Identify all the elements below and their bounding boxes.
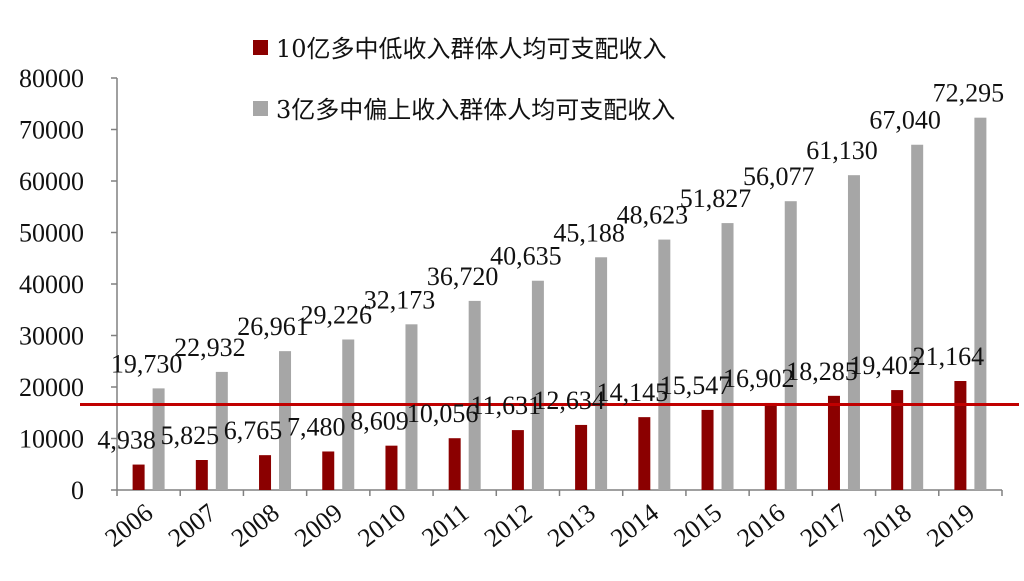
- legend-swatch-upper-income: [253, 101, 268, 116]
- data-label-low-income: 15,547: [660, 371, 732, 400]
- data-label-low-income: 16,902: [723, 364, 795, 393]
- data-label-low-income: 12,634: [533, 386, 605, 415]
- data-label-low-income: 6,765: [224, 416, 283, 445]
- bar-low-income: [638, 417, 651, 490]
- bar-upper-income: [784, 201, 797, 491]
- x-tick-label: 2018: [858, 498, 917, 553]
- bar-upper-income: [152, 388, 165, 490]
- data-label-low-income: 21,164: [913, 342, 985, 371]
- data-label-upper-income: 67,040: [869, 106, 941, 135]
- bar-low-income: [511, 430, 524, 490]
- y-tick-label: 70000: [19, 116, 84, 145]
- x-tick-label: 2019: [921, 498, 980, 553]
- bar-low-income: [575, 424, 588, 490]
- bar-low-income: [954, 381, 967, 490]
- data-label-upper-income: 36,720: [427, 262, 499, 291]
- y-tick-label: 10000: [19, 425, 84, 454]
- data-label-upper-income: 32,173: [364, 285, 436, 314]
- x-tick-label: 2009: [289, 498, 348, 553]
- x-tick-label: 2013: [542, 498, 601, 553]
- bar-low-income: [448, 438, 461, 490]
- bar-upper-income: [911, 144, 924, 490]
- x-tick-label: 2017: [795, 498, 854, 553]
- data-label-upper-income: 56,077: [743, 162, 815, 191]
- data-label-low-income: 11,631: [471, 391, 542, 420]
- x-tick-label: 2011: [416, 498, 474, 552]
- data-label-low-income: 5,825: [161, 421, 220, 450]
- data-label-upper-income: 29,226: [301, 300, 373, 329]
- x-tick-label: 2007: [163, 498, 222, 553]
- data-label-upper-income: 72,295: [933, 79, 1005, 108]
- data-label-upper-income: 40,635: [490, 242, 562, 271]
- y-tick-label: 20000: [19, 373, 84, 402]
- data-label-low-income: 14,145: [597, 378, 669, 407]
- data-label-low-income: 7,480: [287, 412, 346, 441]
- bar-low-income: [701, 409, 714, 490]
- data-labels-layer: 4,938 19,730 5,825 22,932 6,765 26,961 7,480 29…: [97, 79, 1004, 455]
- y-tick-label: 60000: [19, 167, 84, 196]
- data-label-upper-income: 22,932: [174, 333, 246, 362]
- bar-low-income: [132, 464, 145, 490]
- bar-upper-income: [531, 280, 544, 490]
- bar-upper-income: [405, 324, 418, 490]
- data-label-upper-income: 26,961: [237, 312, 309, 341]
- bar-upper-income: [215, 371, 228, 490]
- x-tick-label: 2008: [226, 498, 285, 553]
- x-tick-label: 2015: [668, 498, 727, 553]
- y-tick-label: 80000: [19, 64, 84, 93]
- y-tick-label: 30000: [19, 322, 84, 351]
- bar-upper-income: [595, 257, 608, 490]
- data-label-upper-income: 48,623: [617, 201, 689, 230]
- x-tick-label: 2010: [352, 498, 411, 553]
- bar-upper-income: [658, 239, 671, 490]
- bars-layer: [80, 117, 1019, 491]
- bar-upper-income: [721, 223, 734, 490]
- data-label-low-income: 18,285: [786, 357, 858, 386]
- bar-low-income: [385, 445, 398, 490]
- data-label-low-income: 10,056: [407, 399, 479, 428]
- y-tick-label: 0: [71, 476, 84, 505]
- bar-upper-income: [847, 175, 860, 491]
- data-label-upper-income: 51,827: [680, 184, 752, 213]
- x-tick-label: 2012: [479, 498, 538, 553]
- bar-low-income: [891, 390, 904, 490]
- data-label-upper-income: 45,188: [553, 218, 625, 247]
- bar-low-income: [322, 451, 335, 490]
- legend: 10亿多中低收入群体人均可支配收入 3亿多中偏上收入群体人均可支配收入: [253, 35, 675, 124]
- y-tick-label: 40000: [19, 270, 84, 299]
- x-tick-label: 2006: [99, 498, 158, 553]
- bar-low-income: [195, 460, 208, 490]
- bar-low-income: [764, 402, 777, 490]
- bar-upper-income: [279, 351, 292, 490]
- data-label-upper-income: 61,130: [806, 136, 878, 165]
- legend-label-low-income: 10亿多中低收入群体人均可支配收入: [276, 35, 667, 63]
- bar-upper-income: [468, 300, 481, 490]
- data-label-low-income: 19,402: [849, 351, 921, 380]
- legend-label-upper-income: 3亿多中偏上收入群体人均可支配收入: [276, 96, 675, 124]
- bar-upper-income: [342, 339, 355, 490]
- x-tick-label: 2014: [605, 498, 664, 553]
- bar-upper-income: [974, 117, 987, 490]
- data-label-low-income: 8,609: [350, 407, 409, 436]
- bar-low-income: [259, 455, 272, 490]
- x-tick-label: 2016: [732, 498, 791, 553]
- data-label-low-income: 4,938: [97, 426, 156, 455]
- bar-low-income: [827, 395, 840, 490]
- legend-swatch-low-income: [253, 40, 268, 55]
- y-tick-label: 50000: [19, 219, 84, 248]
- data-label-upper-income: 19,730: [111, 349, 183, 378]
